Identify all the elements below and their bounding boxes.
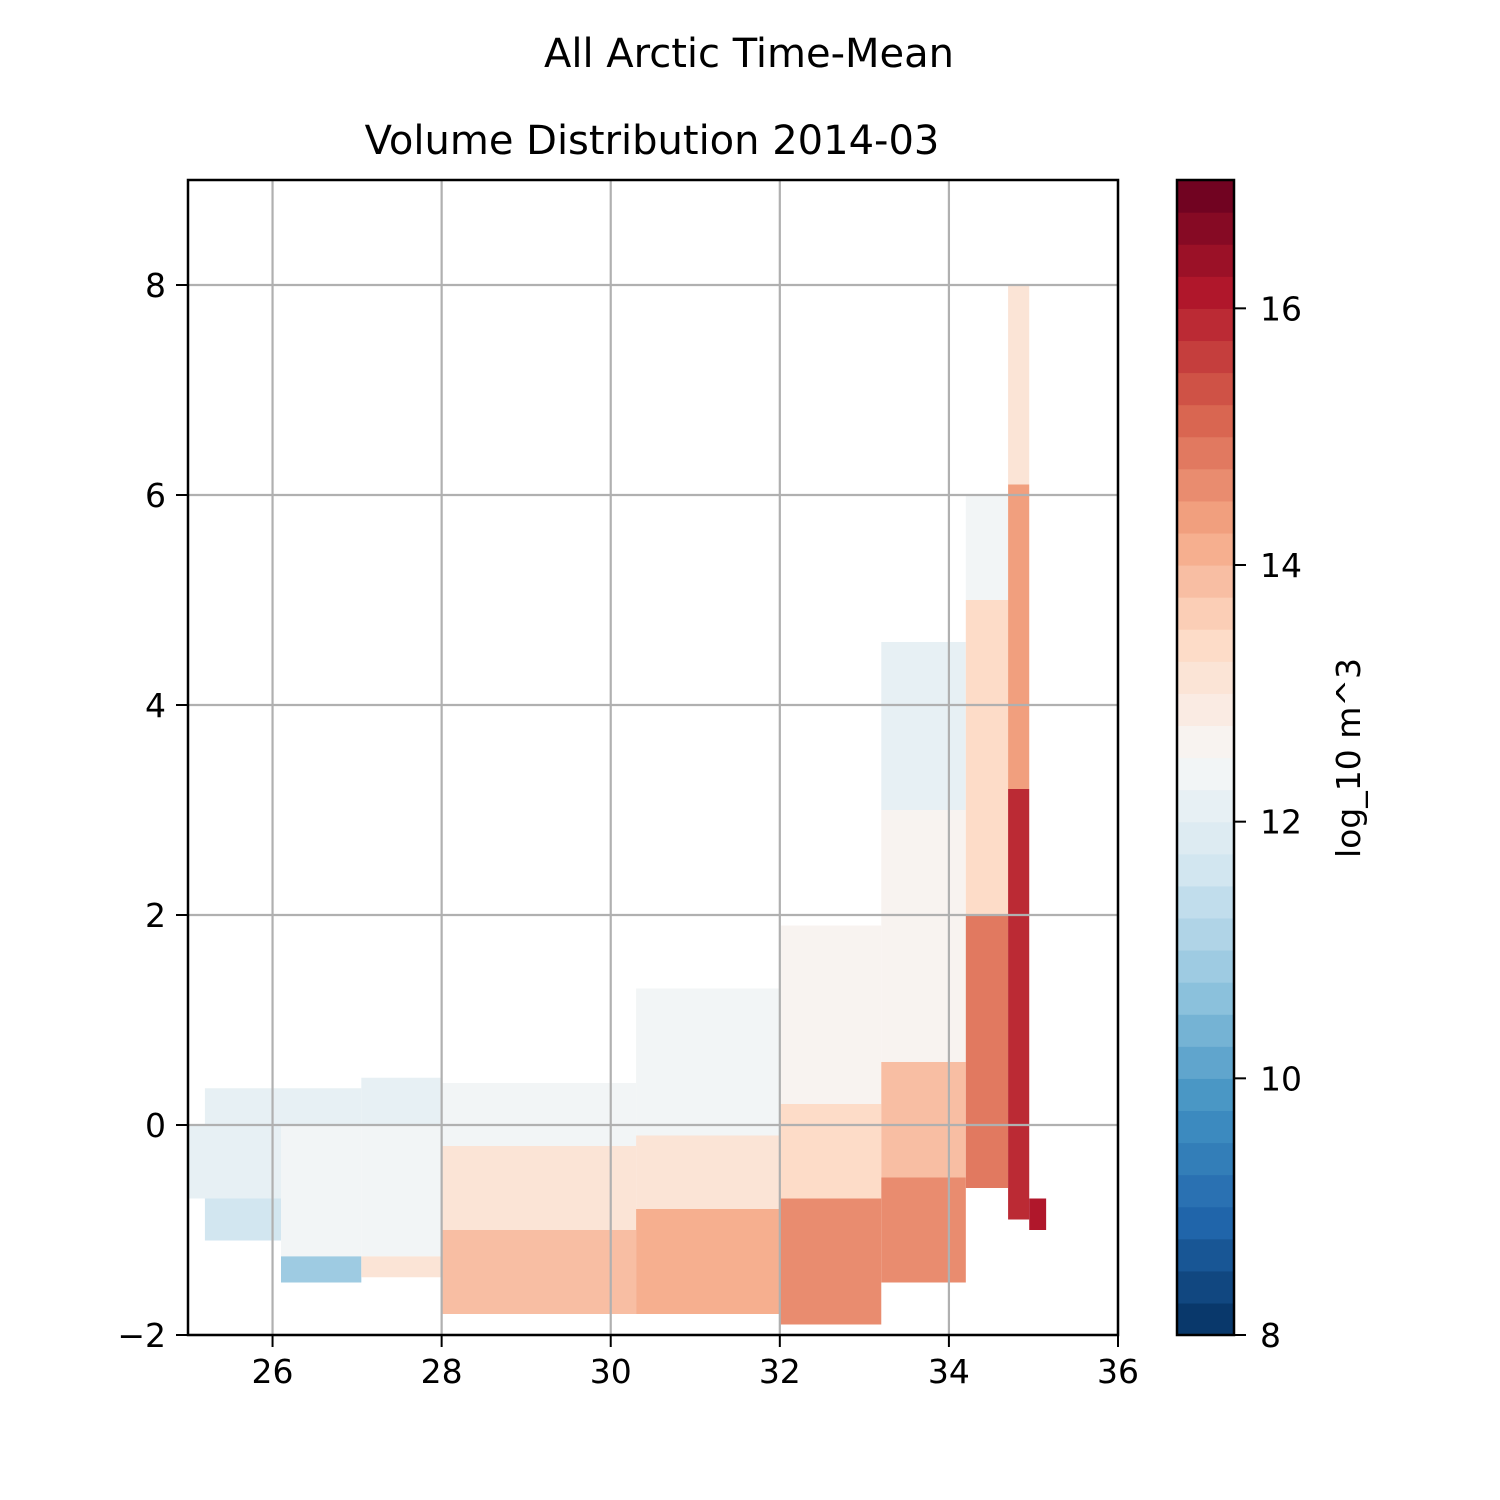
colorbar-ticks: 8 10 12 14 16 (1234, 289, 1302, 1355)
heatmap-cell (361, 1125, 442, 1257)
heatmap-cell (188, 1125, 281, 1199)
colorbar-tick-label: 8 (1260, 1316, 1281, 1355)
heatmap-cell (779, 1104, 882, 1199)
colorbar-segment (1177, 629, 1234, 662)
colorbar-segment (1177, 212, 1234, 245)
x-tick-label: 26 (252, 1352, 294, 1391)
colorbar-segment (1177, 1110, 1234, 1144)
y-tick-label: 2 (145, 896, 166, 935)
colorbar-segment (1177, 244, 1234, 277)
heatmap-cell (441, 1083, 637, 1146)
colorbar-segment (1177, 821, 1234, 855)
colorbar-segment (1177, 1238, 1234, 1272)
colorbar-segment (1177, 982, 1234, 1015)
colorbar-segment (1177, 1014, 1234, 1047)
colorbar-segment (1177, 276, 1234, 309)
heatmap-cell (361, 1077, 442, 1125)
colorbar-segment (1177, 404, 1234, 438)
colorbar-segment (1177, 1142, 1234, 1176)
heatmap-cell (636, 988, 780, 1136)
colorbar: 8 10 12 14 16 log_10 m^3 (1175, 178, 1368, 1355)
colorbar-tick-label: 10 (1260, 1059, 1302, 1098)
colorbar-segment (1177, 372, 1234, 406)
heatmap-cell (881, 642, 966, 810)
colorbar-segment (1177, 565, 1234, 598)
colorbar-frame (1175, 178, 1236, 1337)
colorbar-segment (1177, 853, 1234, 887)
colorbar-segment (1177, 1270, 1234, 1304)
heatmap-cell (779, 1198, 882, 1325)
colorbar-segment (1177, 308, 1234, 342)
heatmap-cell (881, 1177, 966, 1283)
colorbar-segment (1177, 950, 1234, 983)
heatmap-cell (881, 810, 966, 1062)
heatmap-cell (281, 1125, 362, 1257)
colorbar-segment (1177, 917, 1234, 951)
heatmap-cell (1008, 285, 1030, 485)
x-tick-label: 34 (928, 1352, 970, 1391)
colorbar-segment (1177, 1174, 1234, 1208)
colorbar-tick-label: 12 (1260, 803, 1302, 842)
colorbar-segment (1177, 532, 1234, 566)
colorbar-segment (1177, 340, 1234, 374)
colorbar-segment (1177, 468, 1234, 502)
chart-title: Volume Distribution 2014-03 (365, 118, 940, 164)
y-tick-label: 0 (145, 1106, 166, 1145)
colorbar-segment (1177, 885, 1234, 919)
colorbar-segment (1177, 597, 1234, 630)
heatmap-cell (636, 1209, 780, 1314)
colorbar-segments (1177, 180, 1234, 1336)
colorbar-segment (1177, 1046, 1234, 1079)
heatmap-cell (1008, 484, 1030, 789)
heatmap-cell (441, 1230, 637, 1314)
heatmap-cell (1008, 789, 1030, 1220)
colorbar-segment (1177, 436, 1234, 470)
colorbar-segment (1177, 1078, 1234, 1112)
heatmap-cell (204, 1198, 281, 1241)
colorbar-segment (1177, 500, 1234, 534)
x-axis: 26 28 30 32 34 36 (252, 1335, 1139, 1391)
colorbar-segment (1177, 1302, 1234, 1336)
colorbar-tick-label: 16 (1260, 289, 1302, 328)
heatmap-cell (281, 1088, 362, 1125)
plot-frame (186, 178, 1120, 1337)
heatmap-cell (1029, 1198, 1047, 1230)
colorbar-segment (1177, 725, 1234, 759)
colorbar-segment (1177, 1206, 1234, 1240)
colorbar-segment (1177, 757, 1234, 791)
y-tick-label: 4 (145, 686, 166, 725)
colorbar-label: log_10 m^3 (1329, 658, 1368, 858)
y-axis: −2 0 2 4 6 8 (117, 266, 188, 1355)
heatmap-cell (881, 1062, 966, 1178)
colorbar-segment (1177, 789, 1234, 823)
y-tick-label: −2 (117, 1316, 166, 1355)
chart-suptitle: All Arctic Time-Mean (544, 31, 954, 77)
heatmap-cells (188, 285, 1047, 1325)
colorbar-segment (1177, 693, 1234, 727)
plot-area (186, 178, 1120, 1337)
colorbar-segment (1177, 180, 1234, 213)
y-tick-label: 6 (145, 476, 166, 515)
heatmap-cell (779, 925, 882, 1104)
x-tick-label: 30 (590, 1352, 632, 1391)
heatmap-cell (281, 1256, 362, 1283)
colorbar-segment (1177, 661, 1234, 694)
heatmap-cell (636, 1135, 780, 1209)
x-tick-label: 36 (1097, 1352, 1139, 1391)
heatmap-cell (361, 1256, 442, 1278)
heatmap-cell (965, 495, 1009, 600)
heatmap-cell (965, 600, 1009, 915)
x-tick-label: 28 (421, 1352, 463, 1391)
colorbar-tick-label: 14 (1260, 546, 1302, 585)
heatmap-cell (441, 1146, 637, 1230)
heatmap-cell (965, 915, 1009, 1188)
y-tick-label: 8 (145, 266, 166, 305)
x-tick-label: 32 (759, 1352, 801, 1391)
heatmap-cell (204, 1088, 281, 1125)
